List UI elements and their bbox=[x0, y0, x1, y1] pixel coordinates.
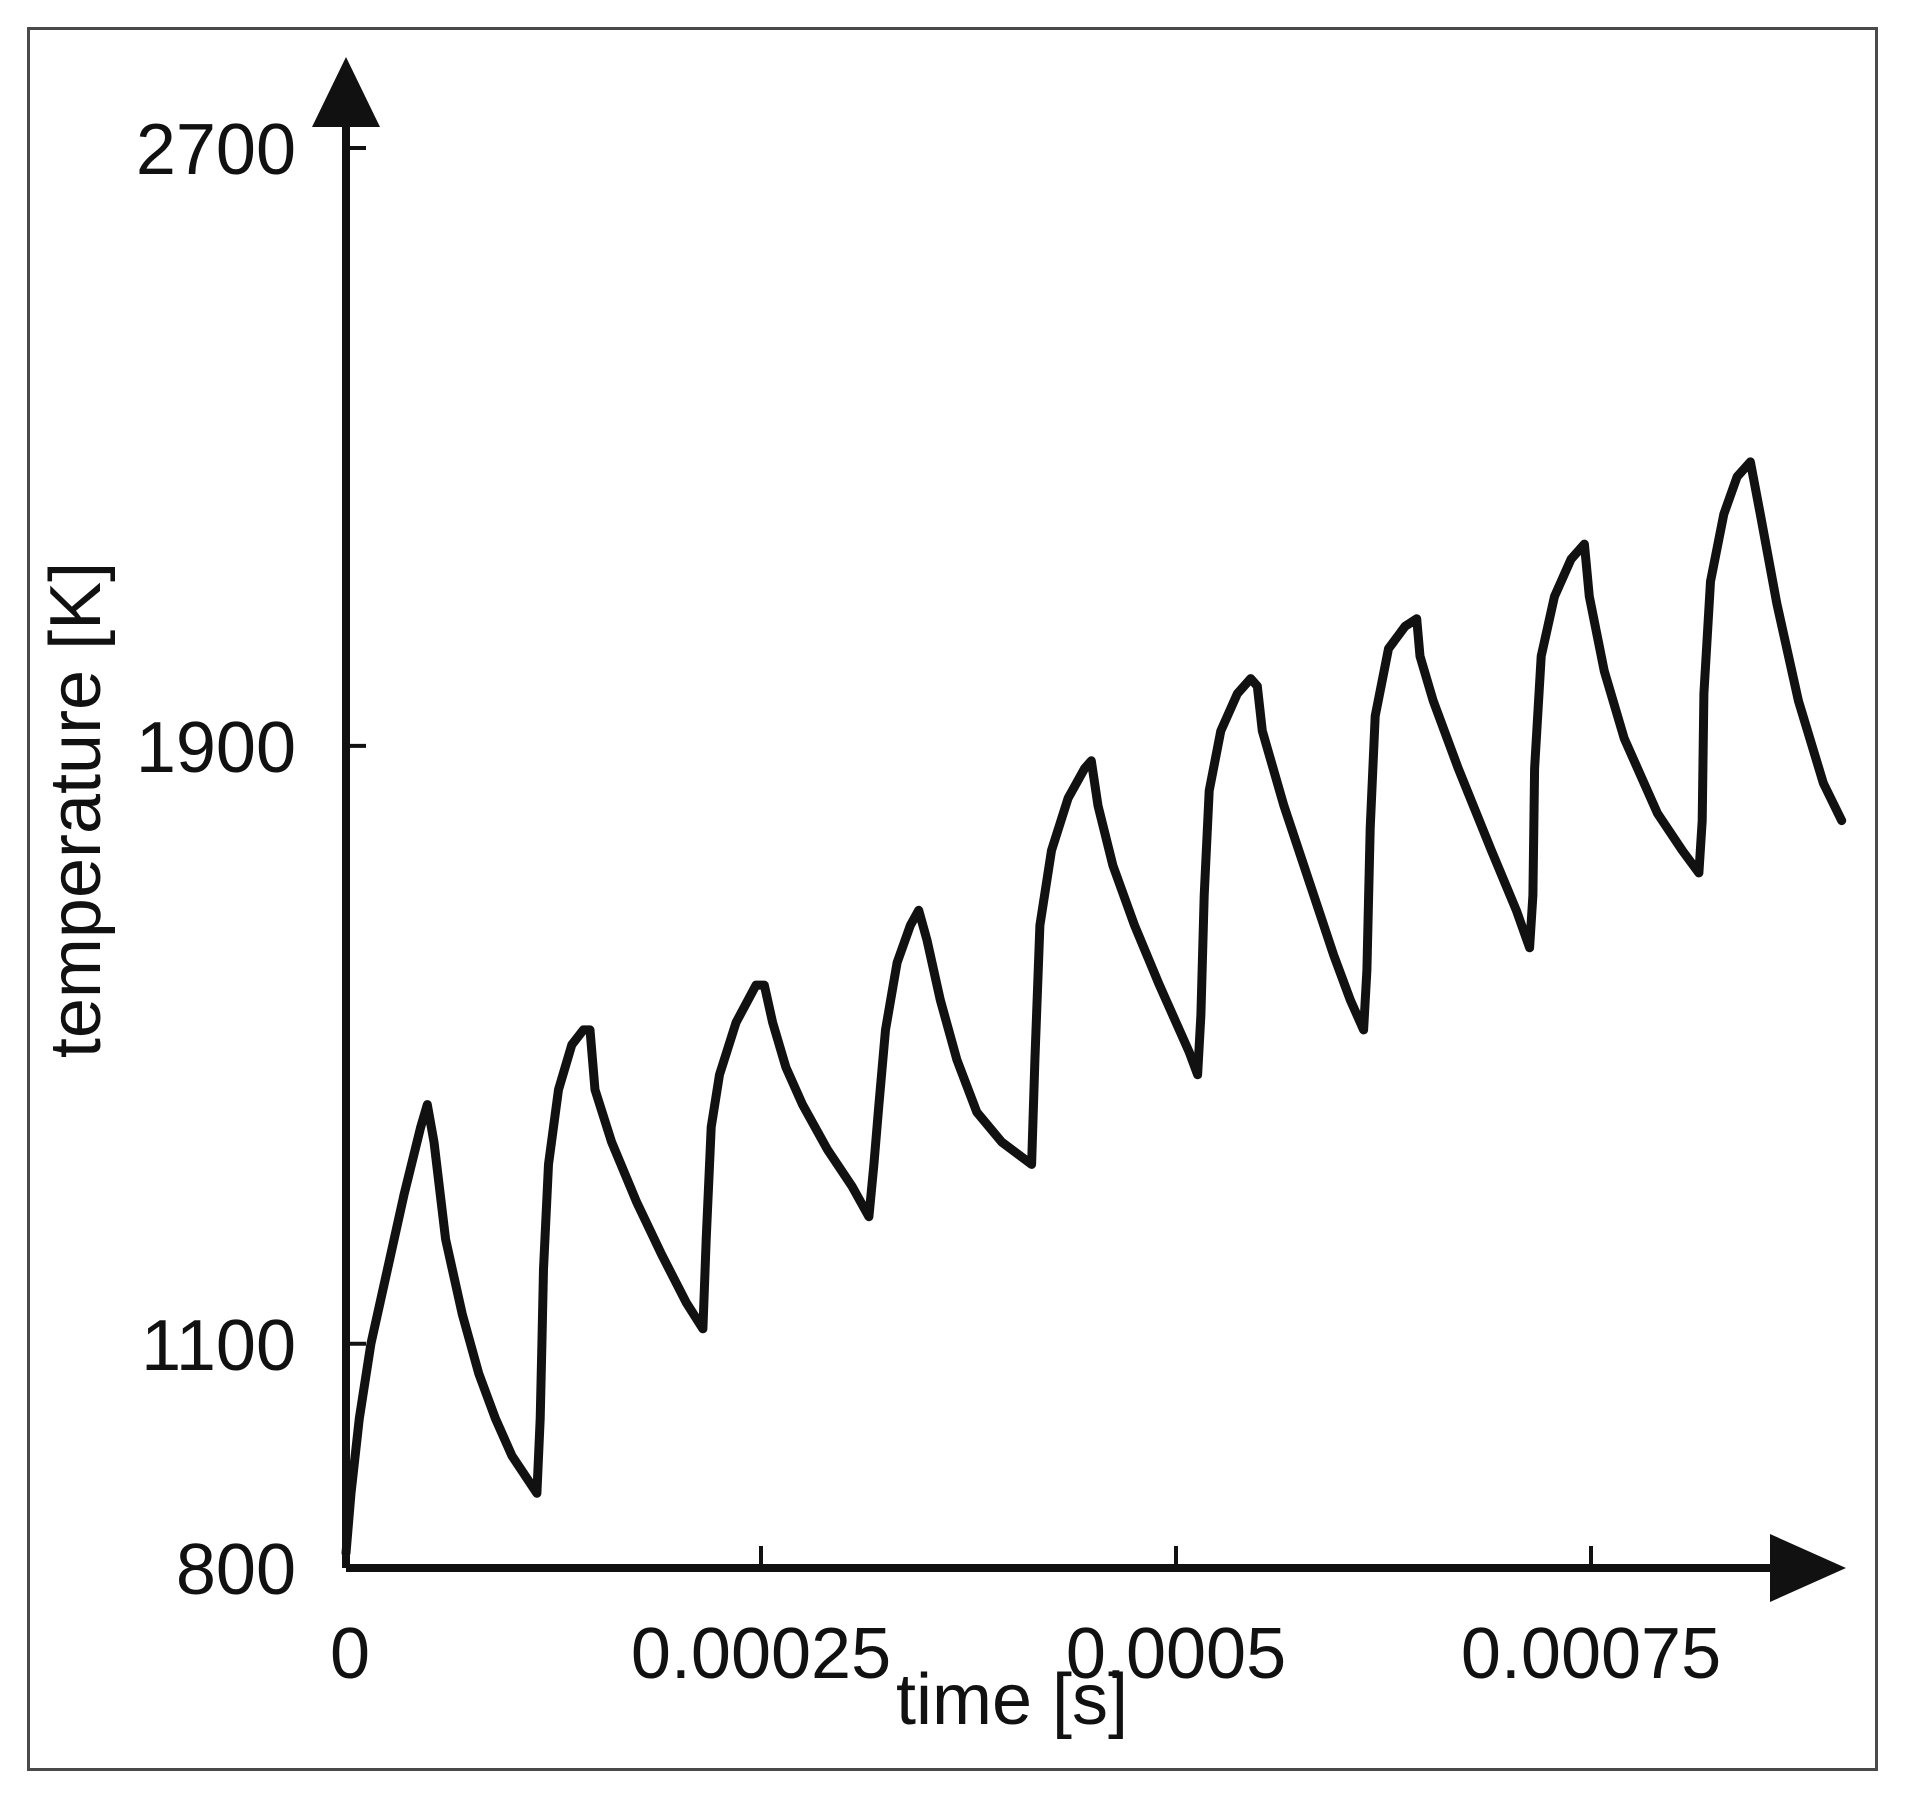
x-axis-arrowhead bbox=[1770, 1534, 1846, 1602]
x-tick-label-3: 0.0005 bbox=[1066, 1614, 1286, 1694]
y-ticks: 800 1100 1900 2700 bbox=[136, 110, 366, 1610]
x-tick-label-4: 0.00075 bbox=[1461, 1614, 1721, 1694]
plot-lines bbox=[341, 457, 1847, 1558]
y-axis-arrowhead bbox=[312, 57, 380, 127]
y-tick-label-2: 1100 bbox=[141, 1306, 296, 1386]
x-tick-label-1: 0 bbox=[330, 1614, 370, 1694]
y-tick-label-1: 800 bbox=[176, 1530, 296, 1610]
x-axis-title: time [s] bbox=[896, 1660, 1128, 1740]
series-line-1 bbox=[341, 457, 1847, 1558]
chart-frame bbox=[27, 27, 1878, 1771]
x-ticks: 0 0.00025 0.0005 0.00075 bbox=[330, 1546, 1721, 1694]
y-tick-label-4: 2700 bbox=[136, 110, 296, 190]
x-tick-label-2: 0.00025 bbox=[631, 1614, 891, 1694]
y-tick-label-3: 1900 bbox=[136, 708, 296, 788]
y-axis-title: temperature [K] bbox=[36, 562, 116, 1058]
